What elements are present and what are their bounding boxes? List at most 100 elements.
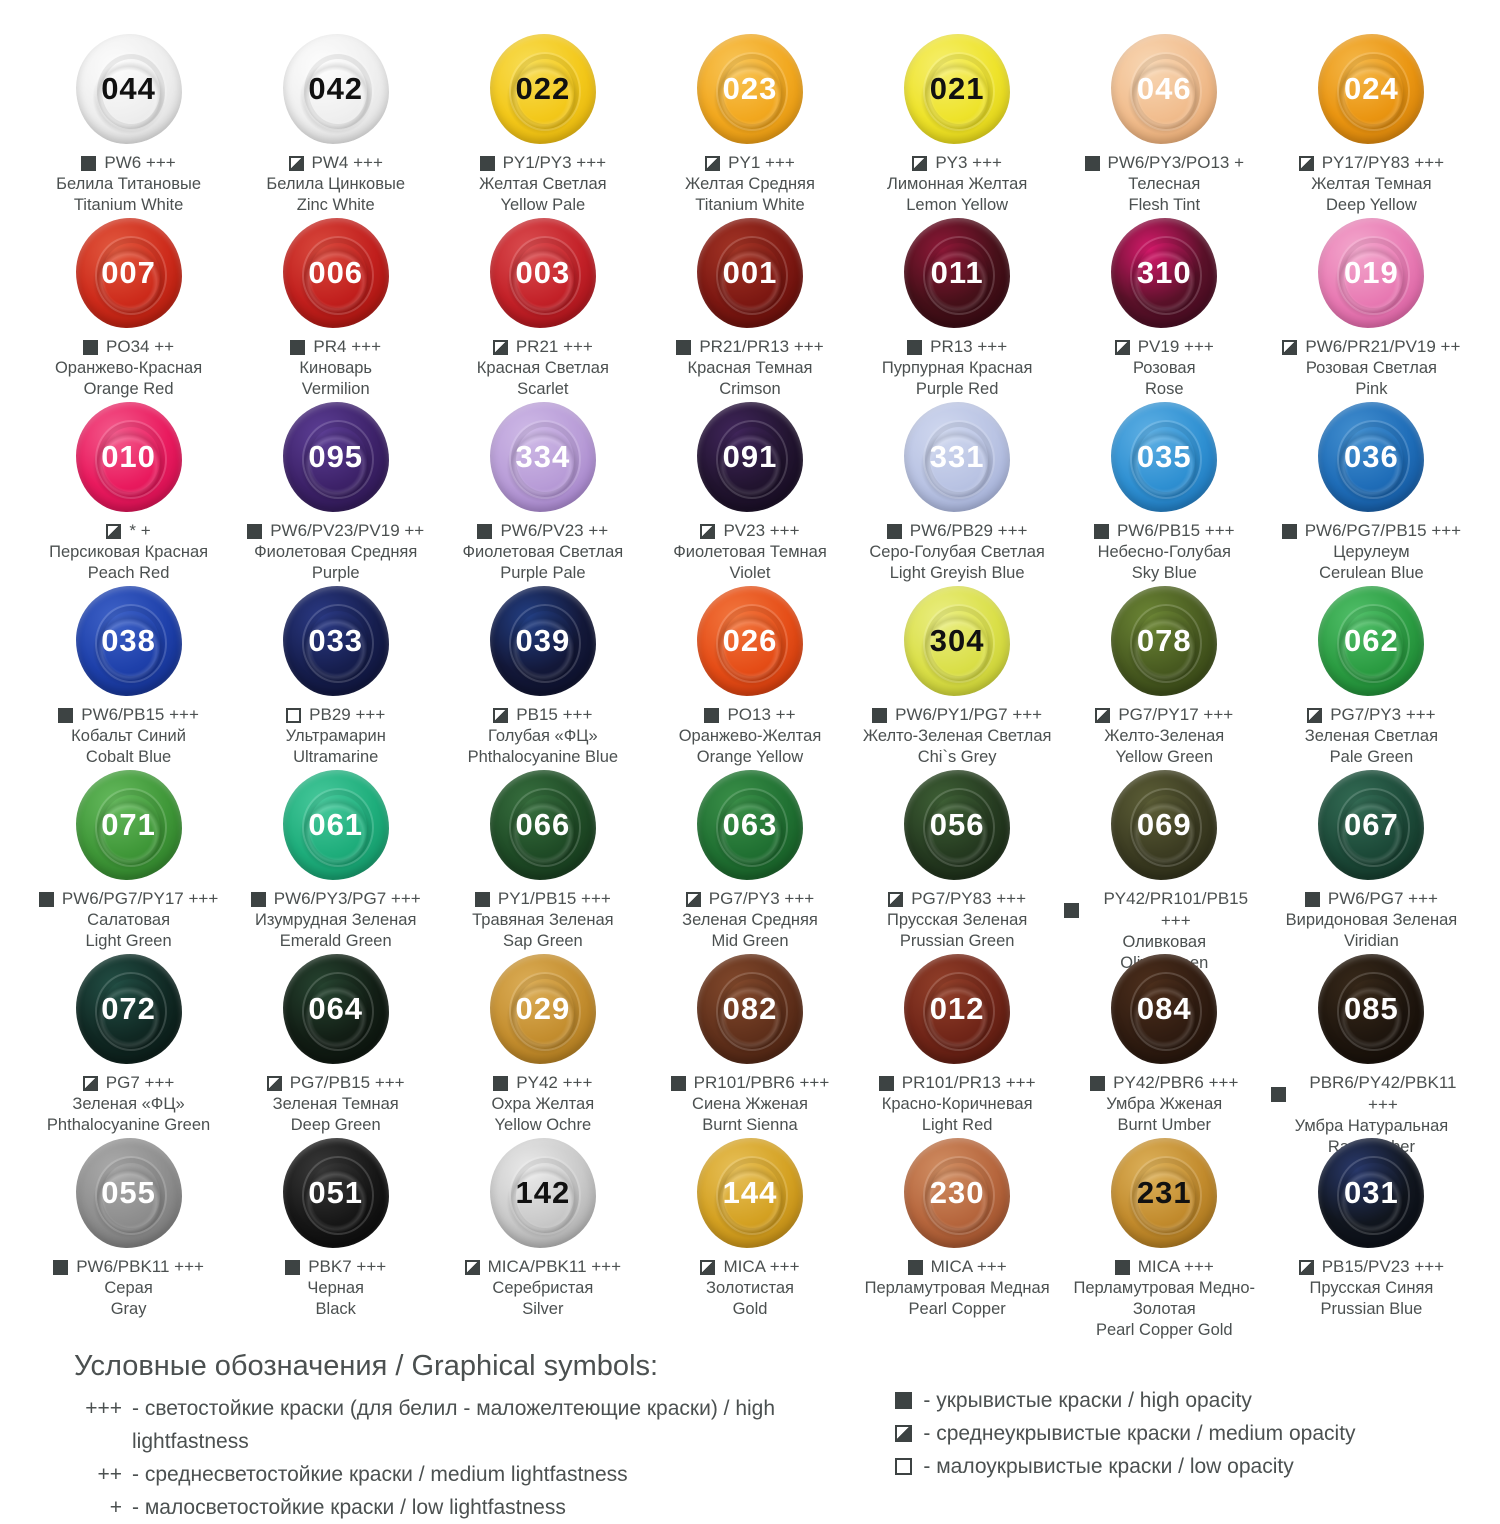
swatch-info: PY42 +++ Охра Желтая Yellow Ochre: [492, 1072, 595, 1136]
swatch-cell: 331 PW6/PB29 +++ Серо-Голубая Светлая Li…: [857, 402, 1058, 586]
swatch-info: PW4 +++ Белила Цинковые Zinc White: [266, 152, 405, 216]
swatch-cell: 072 PG7 +++ Зеленая «ФЦ» Phthalocyanine …: [28, 954, 229, 1138]
swatch-info: PY3 +++ Лимонная Желтая Lemon Yellow: [887, 152, 1027, 216]
opacity-icon: [907, 339, 923, 355]
opacity-icon: [670, 1075, 686, 1091]
pigment-code-line: PR21 +++: [477, 336, 609, 358]
swatch-info: MICA +++ Золотистая Gold: [700, 1256, 800, 1320]
opacity-icon: [285, 1259, 301, 1275]
paint-blob: 334: [489, 402, 596, 512]
name-russian: Персиковая Красная: [49, 543, 209, 561]
swatch-info: PW6/PB15 +++ Небесно-Голубая Sky Blue: [1093, 520, 1235, 584]
paint-number: 024: [1344, 71, 1399, 106]
swatch-grid: 044 PW6 +++ Белила Титановые Titanium Wh…: [28, 34, 1472, 1339]
paint-number: 078: [1136, 623, 1192, 658]
paint-number: 031: [1344, 1175, 1399, 1210]
swatch-info: PY17/PY83 +++ Желтая Темная Deep Yellow: [1298, 152, 1444, 216]
name-russian: Умбра Натуральная: [1294, 1117, 1449, 1135]
name-russian: Розовая Светлая: [1305, 359, 1437, 377]
pigment-code: PG7/PY3 +++: [1330, 705, 1436, 724]
pigment-code-line: PW6/PG7/PB15 +++: [1281, 520, 1461, 542]
paint-number: 066: [515, 807, 571, 842]
paint-number: 006: [308, 255, 364, 290]
name-english: Vermilion: [301, 380, 370, 398]
name-russian: Фиолетовая Темная: [673, 543, 827, 561]
swatch-info: PV23 +++ Фиолетовая Темная Violet: [673, 520, 827, 584]
paint-blob: 007: [75, 218, 182, 328]
paint-number: 021: [929, 71, 985, 106]
pigment-code-line: PW4 +++: [266, 152, 405, 174]
paint-blob: 044: [75, 34, 182, 144]
swatch-cell: 071 PW6/PG7/PY17 +++ Салатовая Light Gre…: [28, 770, 229, 954]
opacity-icon: [886, 523, 902, 539]
paint-blob: 231: [1111, 1138, 1218, 1248]
pigment-code: * +: [129, 521, 151, 540]
opacity-icon: [1307, 707, 1323, 723]
swatch-cell: 063 PG7/PY3 +++ Зеленая Средняя Mid Gree…: [649, 770, 850, 954]
swatch-cell: 033 PB29 +++ Ультрамарин Ultramarine: [235, 586, 436, 770]
name-russian: Зеленая Светлая: [1304, 727, 1439, 745]
paint-number: 091: [722, 439, 778, 474]
opacity-legend: - укрывистые краски / high opacity - сре…: [895, 1384, 1434, 1524]
swatch-info: PV19 +++ Розовая Rose: [1114, 336, 1214, 400]
paint-number: 023: [722, 71, 778, 106]
pigment-code-line: PB15/PV23 +++: [1298, 1256, 1444, 1278]
swatch-cell: 231 MICA +++ Перламутровая Медно-Золотая…: [1064, 1138, 1265, 1339]
opacity-icon: [1281, 523, 1297, 539]
paint-number: 095: [308, 439, 364, 474]
swatch-info: PW6/PG7/PB15 +++ Церулеум Cerulean Blue: [1281, 520, 1461, 584]
paint-blob: 056: [904, 770, 1011, 880]
name-russian: Киноварь: [299, 359, 373, 377]
pigment-code: PV19 +++: [1137, 337, 1214, 356]
pigment-code: MICA +++: [723, 1257, 800, 1276]
paint-blob: 064: [282, 954, 389, 1064]
swatch-cell: 039 PB15 +++ Голубая «ФЦ» Phthalocyanine…: [442, 586, 643, 770]
paint-number: 044: [101, 71, 156, 106]
paint-number: 085: [1344, 991, 1399, 1026]
pigment-code: PW6 +++: [104, 153, 176, 172]
swatch-info: PBK7 +++ Черная Black: [285, 1256, 386, 1320]
paint-number: 231: [1136, 1175, 1192, 1210]
swatch-info: PW6/PB29 +++ Серо-Голубая Светлая Light …: [869, 520, 1044, 584]
paint-blob: 066: [489, 770, 596, 880]
swatch-cell: 001 PR21/PR13 +++ Красная Темная Crimson: [649, 218, 850, 402]
name-russian: Небесно-Голубая: [1097, 543, 1231, 561]
name-russian: Зеленая Темная: [272, 1095, 399, 1113]
opacity-icon: [685, 891, 701, 907]
swatch-info: PW6/PY1/PG7 +++ Желто-Зеленая Светлая Ch…: [863, 704, 1052, 768]
pigment-code: PW6/PBK11 +++: [76, 1257, 204, 1276]
legend-row-high-lightfastness: +++ - светостойкие краски (для белил - м…: [74, 1392, 895, 1458]
paint-blob: 051: [282, 1138, 389, 1248]
swatch-cell: 022 PY1/PY3 +++ Желтая Светлая Yellow Pa…: [442, 34, 643, 218]
paint-blob: 001: [696, 218, 803, 328]
name-russian: Церулеум: [1333, 543, 1410, 561]
swatch-cell: 031 PB15/PV23 +++ Прусская Синяя Prussia…: [1271, 1138, 1472, 1322]
swatch-cell: 069 PY42/PR101/PB15 +++ Оливковая Olive …: [1063, 770, 1265, 972]
swatch-info: PW6/PY3/PG7 +++ Изумрудная Зеленая Emera…: [250, 888, 421, 952]
paint-blob: 042: [282, 34, 389, 144]
swatch-cell: 029 PY42 +++ Охра Желтая Yellow Ochre: [442, 954, 643, 1138]
name-english: Cobalt Blue: [85, 748, 172, 766]
paint-blob: 067: [1318, 770, 1425, 880]
name-russian: Травяная Зеленая: [472, 911, 614, 929]
pigment-code-line: PO13 ++: [679, 704, 822, 726]
pigment-code: PG7/PB15 +++: [289, 1073, 405, 1092]
swatch-cell: 078 PG7/PY17 +++ Желто-Зеленая Yellow Gr…: [1064, 586, 1265, 770]
paint-blob: 310: [1111, 218, 1218, 328]
name-english: Zinc White: [296, 196, 375, 214]
swatch-cell: 095 PW6/PV23/PV19 ++ Фиолетовая Средняя …: [235, 402, 436, 586]
pigment-code-line: PB15 +++: [468, 704, 618, 726]
swatch-info: PB15/PV23 +++ Прусская Синяя Prussian Bl…: [1298, 1256, 1444, 1320]
paint-blob: 023: [696, 34, 803, 144]
pigment-code-line: PR101/PR13 +++: [878, 1072, 1036, 1094]
paint-blob: 085: [1318, 954, 1425, 1064]
name-russian: Прусская Зеленая: [886, 911, 1028, 929]
swatch-cell: 023 PY1 +++ Желтая Средняя Titanium Whit…: [649, 34, 850, 218]
name-russian: Виридоновая Зеленая: [1285, 911, 1458, 929]
paint-number: 036: [1344, 439, 1399, 474]
pigment-code: PW6/PB15 +++: [1116, 521, 1235, 540]
paint-number: 055: [101, 1175, 156, 1210]
swatch-info: PW6/PG7 +++ Виридоновая Зеленая Viridian: [1286, 888, 1458, 952]
name-russian: Лимонная Желтая: [887, 175, 1028, 193]
